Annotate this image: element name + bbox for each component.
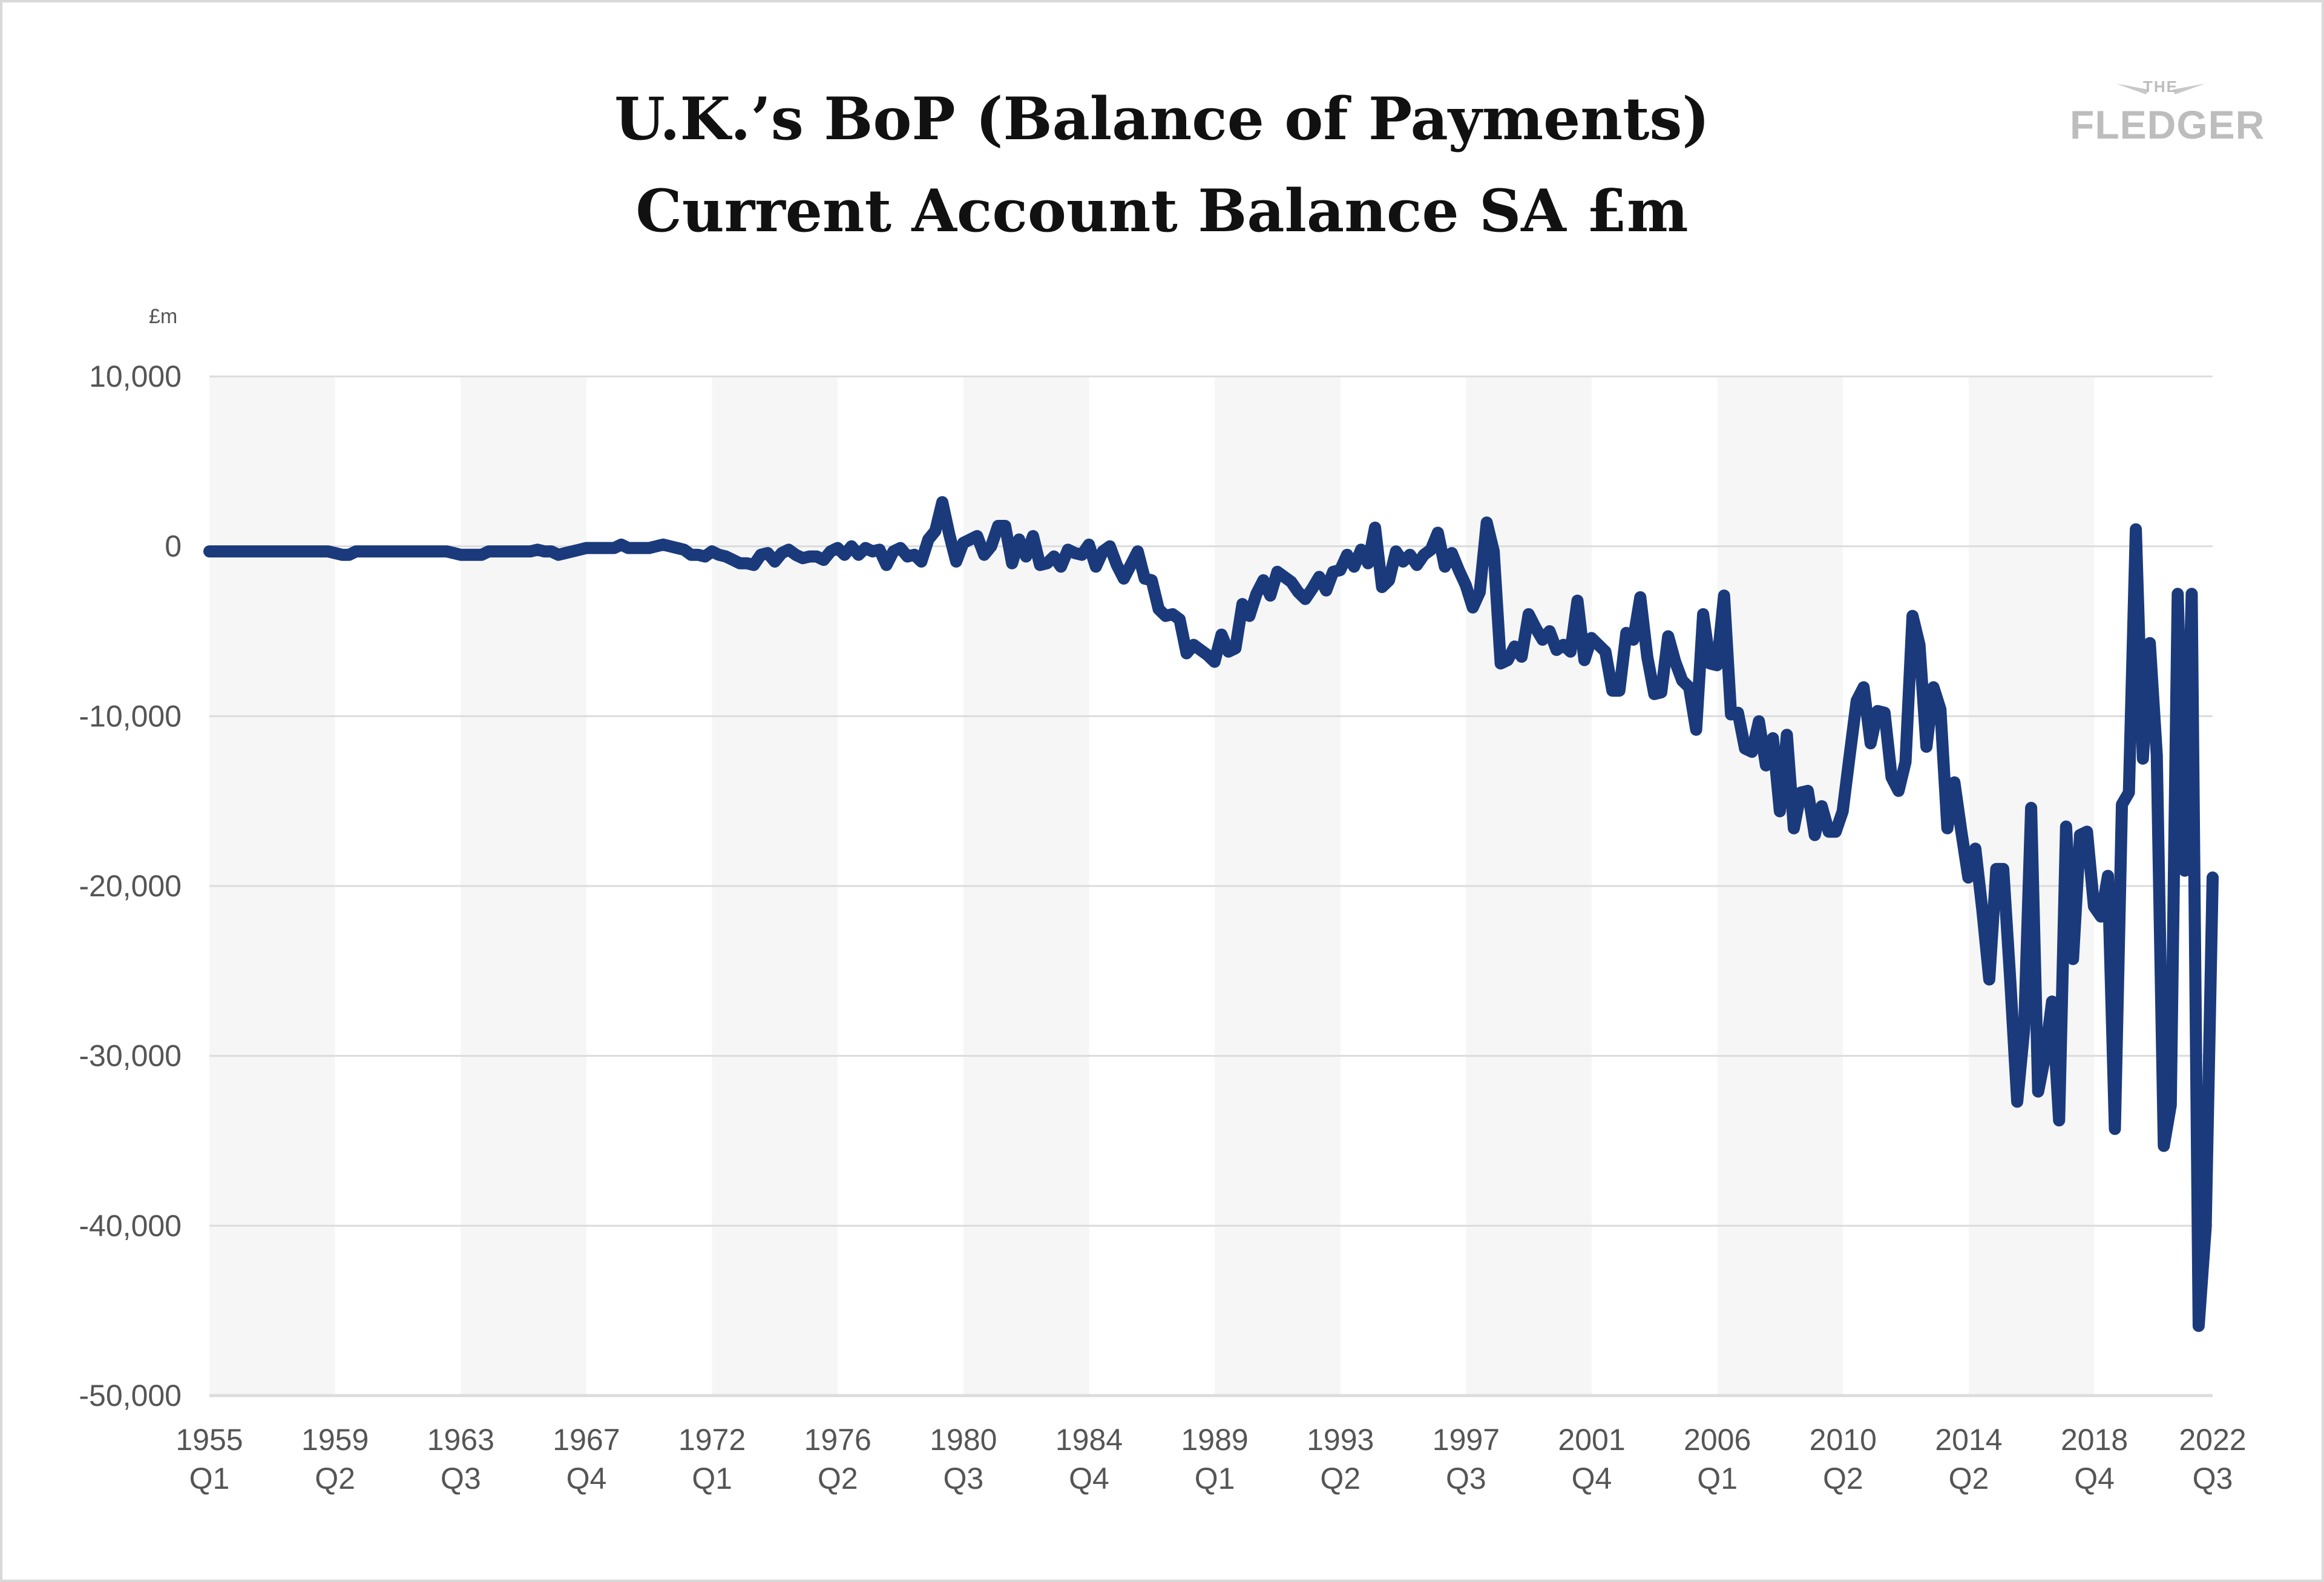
x-tick-sublabel: Q4 <box>566 1462 607 1495</box>
x-tick-label: 1959 <box>301 1423 369 1457</box>
x-tick-sublabel: Q2 <box>1320 1462 1361 1495</box>
x-tick-label: 2001 <box>1558 1423 1625 1457</box>
x-tick-label: 2010 <box>1810 1423 1877 1457</box>
x-tick-label: 1967 <box>553 1423 620 1457</box>
x-tick-label: 1955 <box>176 1423 243 1457</box>
y-tick-label: -30,000 <box>79 1039 182 1073</box>
x-tick-sublabel: Q4 <box>2074 1462 2115 1495</box>
x-tick-sublabel: Q4 <box>1069 1462 1109 1495</box>
y-tick-label: 10,000 <box>89 359 182 393</box>
x-tick-sublabel: Q1 <box>1195 1462 1235 1495</box>
y-tick-label: -10,000 <box>79 699 182 733</box>
x-tick-sublabel: Q4 <box>1572 1462 1612 1495</box>
x-tick-sublabel: Q3 <box>441 1462 481 1495</box>
y-axis-tick-labels: 10,000 0 -10,000 -20,000 -30,000 -40,000 -50,0… <box>79 359 182 1413</box>
x-tick-sublabel: Q1 <box>1697 1462 1738 1495</box>
x-tick-sublabel: Q3 <box>2193 1462 2233 1495</box>
x-tick-label: 1963 <box>427 1423 494 1457</box>
x-axis-tick-labels: 1955 Q1 1959 Q2 1963 Q3 1967 Q4 1972 Q1 1976 Q2 1980… <box>176 1423 2246 1495</box>
x-tick-sublabel: Q2 <box>818 1462 858 1495</box>
x-tick-label: 1993 <box>1307 1423 1374 1457</box>
x-tick-label: 1976 <box>804 1423 872 1457</box>
y-tick-label: -50,000 <box>79 1379 182 1413</box>
y-tick-label: 0 <box>165 530 182 563</box>
x-tick-label: 1972 <box>678 1423 746 1457</box>
x-tick-label: 1984 <box>1055 1423 1123 1457</box>
x-tick-sublabel: Q2 <box>1823 1462 1863 1495</box>
x-tick-sublabel: Q1 <box>189 1462 230 1495</box>
x-tick-sublabel: Q1 <box>692 1462 732 1495</box>
x-tick-label: 2006 <box>1684 1423 1751 1457</box>
x-tick-label: 1989 <box>1181 1423 1248 1457</box>
x-tick-sublabel: Q3 <box>1446 1462 1486 1495</box>
x-tick-label: 2014 <box>1935 1423 2002 1457</box>
x-tick-sublabel: Q3 <box>943 1462 983 1495</box>
x-tick-sublabel: Q2 <box>1949 1462 1989 1495</box>
x-tick-label: 2022 <box>2179 1423 2246 1457</box>
x-tick-label: 2018 <box>2061 1423 2128 1457</box>
x-tick-sublabel: Q2 <box>315 1462 355 1495</box>
y-tick-label: -20,000 <box>79 869 182 903</box>
x-tick-label: 1997 <box>1433 1423 1500 1457</box>
x-tick-label: 1980 <box>930 1423 997 1457</box>
y-tick-label: -40,000 <box>79 1209 182 1242</box>
